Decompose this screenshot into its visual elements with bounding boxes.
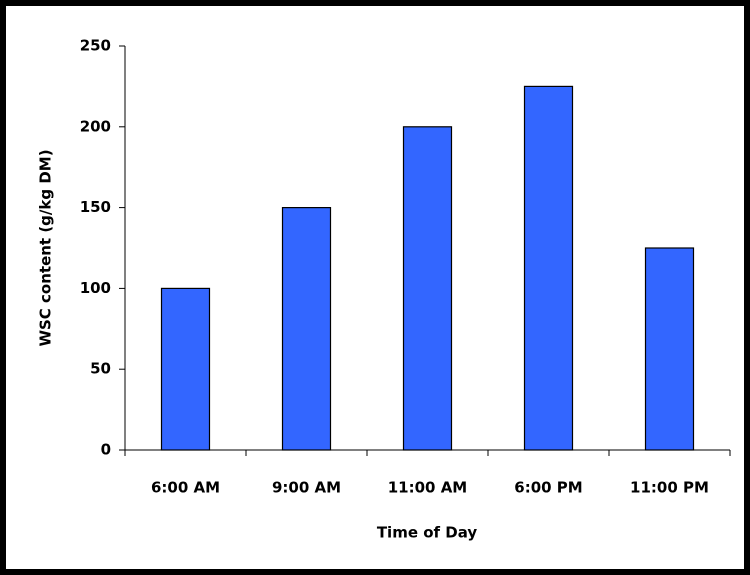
y-tick-label: 250 — [80, 37, 111, 55]
bar — [523, 85, 574, 451]
y-tick-label: 0 — [101, 441, 111, 459]
x-tick-label: 11:00 AM — [388, 479, 468, 497]
bar — [644, 247, 695, 451]
bar — [281, 207, 332, 451]
y-tick-label: 100 — [80, 279, 111, 297]
x-tick-label: 9:00 AM — [272, 479, 341, 497]
chart-background — [6, 6, 744, 569]
y-axis-label: WSC content (g/kg DM) — [37, 149, 55, 346]
y-tick-label: 150 — [80, 198, 111, 216]
y-tick-label: 200 — [80, 117, 111, 135]
bar — [160, 287, 211, 451]
bar — [402, 126, 453, 451]
x-tick-label: 6:00 PM — [514, 479, 582, 497]
x-tick-label: 6:00 AM — [151, 479, 220, 497]
x-axis-label: Time of Day — [377, 524, 478, 542]
y-tick-label: 50 — [90, 360, 111, 378]
x-tick-label: 11:00 PM — [630, 479, 709, 497]
